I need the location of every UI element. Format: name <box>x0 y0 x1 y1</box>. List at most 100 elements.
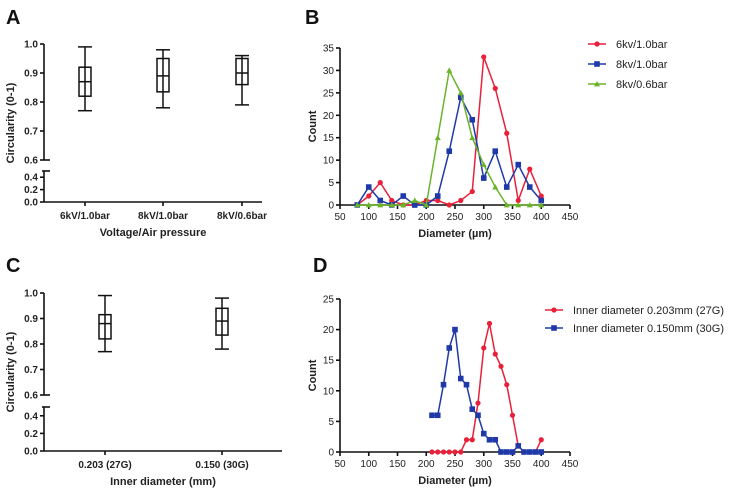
data-point <box>446 449 452 455</box>
data-point <box>463 437 470 443</box>
data-point <box>538 197 545 204</box>
y-tick-label: 25 <box>323 88 335 99</box>
y-tick-label: 0.6 <box>24 391 38 402</box>
data-point <box>463 381 470 388</box>
data-point <box>400 202 407 208</box>
data-point <box>515 202 522 208</box>
data-point <box>435 197 441 204</box>
data-point <box>400 193 407 199</box>
panel-letter-b: B <box>305 7 319 29</box>
data-point <box>475 412 481 419</box>
data-point <box>515 197 521 204</box>
data-point <box>504 130 510 136</box>
data-point <box>509 412 516 418</box>
data-point <box>469 116 476 123</box>
y-tick-label: 0.0 <box>24 447 38 458</box>
series-1 <box>429 320 544 455</box>
x-tick-label: 150 <box>389 212 406 223</box>
x-tick-label: 100 <box>360 212 377 223</box>
y-tick-label: 15 <box>323 133 335 144</box>
x-tick-label: 450 <box>562 459 579 470</box>
data-point <box>515 443 522 449</box>
panel-b-lineplot: 0 5 10 15 20 25 30 35 50 100 150 200 250 300 350 400 450… <box>307 39 668 240</box>
data-point <box>538 193 544 199</box>
data-point <box>457 375 464 382</box>
x-tick-label: 250 <box>447 459 464 470</box>
data-point <box>526 184 533 190</box>
data-point <box>503 449 510 455</box>
legend-marker <box>594 81 600 87</box>
data-point <box>492 148 499 154</box>
series-line <box>432 323 542 453</box>
data-point <box>446 345 453 351</box>
x-tick-label: 50 <box>334 459 346 470</box>
y-axis-label: Count <box>307 110 319 142</box>
data-point <box>458 197 464 204</box>
x-tick-label: 400 <box>533 459 550 470</box>
data-point <box>469 188 475 195</box>
data-point <box>486 320 493 327</box>
data-point <box>480 161 487 168</box>
y-tick-label: 0.7 <box>24 127 38 138</box>
data-point <box>503 202 510 208</box>
y-tick-label: 0 <box>328 448 334 459</box>
x-tick-label: 250 <box>447 212 464 223</box>
data-point <box>480 175 487 181</box>
data-point <box>458 449 464 455</box>
data-point <box>509 449 516 455</box>
y-tick-label: 5 <box>328 178 334 189</box>
data-point <box>526 202 533 208</box>
data-point <box>469 437 475 443</box>
y-tick-label: 35 <box>323 44 335 55</box>
data-point <box>486 436 493 443</box>
data-point <box>354 202 361 208</box>
legend-label: 8kv/1.0bar <box>616 59 668 71</box>
data-point <box>503 184 510 190</box>
data-point <box>377 197 384 204</box>
x-tick-label: 300 <box>475 212 492 223</box>
y-tick-label: 0 <box>328 201 334 212</box>
x-axis-label: Diameter (µm) <box>418 228 492 240</box>
data-point <box>435 449 441 455</box>
y-tick-label: 0.4 <box>24 411 38 422</box>
data-point <box>446 148 453 154</box>
data-point <box>515 161 522 168</box>
legend-label: Inner diameter 0.150mm (30G) <box>573 323 724 335</box>
data-point <box>469 406 476 412</box>
y-tick-label: 0.9 <box>24 314 38 325</box>
x-axis-label: Diameter (µm) <box>418 475 492 487</box>
y-axis-label: Count <box>307 359 319 391</box>
x-axis-label: Voltage/Air pressure <box>100 227 207 239</box>
y-tick-label: 0.6 <box>24 156 38 167</box>
y-tick-label: 10 <box>323 386 335 397</box>
data-point <box>475 400 481 406</box>
y-tick-label: 5 <box>328 417 334 428</box>
panel-letter-c: C <box>6 255 20 277</box>
x-tick-label: 300 <box>475 459 492 470</box>
y-tick-label: 25 <box>323 295 335 306</box>
data-point <box>365 184 372 190</box>
y-tick-label: 0.8 <box>24 98 38 109</box>
data-point <box>429 412 435 419</box>
data-point <box>446 202 452 208</box>
data-point <box>434 134 441 141</box>
y-tick-label: 0.8 <box>24 340 38 351</box>
legend-marker <box>594 41 600 47</box>
data-point <box>366 193 372 199</box>
series-2 <box>354 94 545 208</box>
panel-a-boxplot: 0.6 0.7 0.8 0.9 1.0 0.0 0.20.4 6kV/1.0bar 8kV/1.… <box>5 40 267 240</box>
data-point <box>532 449 539 455</box>
x-tick-label: 100 <box>360 459 377 470</box>
data-point <box>498 363 504 369</box>
data-point <box>452 326 458 333</box>
x-tick-label: 50 <box>334 212 346 223</box>
data-point <box>492 184 499 190</box>
legend-label: 6kv/1.0bar <box>616 39 668 51</box>
series-line <box>356 56 542 206</box>
data-point <box>388 202 395 208</box>
y-tick-label: 0.9 <box>24 69 38 80</box>
data-point <box>481 345 487 351</box>
legend-marker <box>594 61 600 67</box>
data-point <box>434 412 441 419</box>
